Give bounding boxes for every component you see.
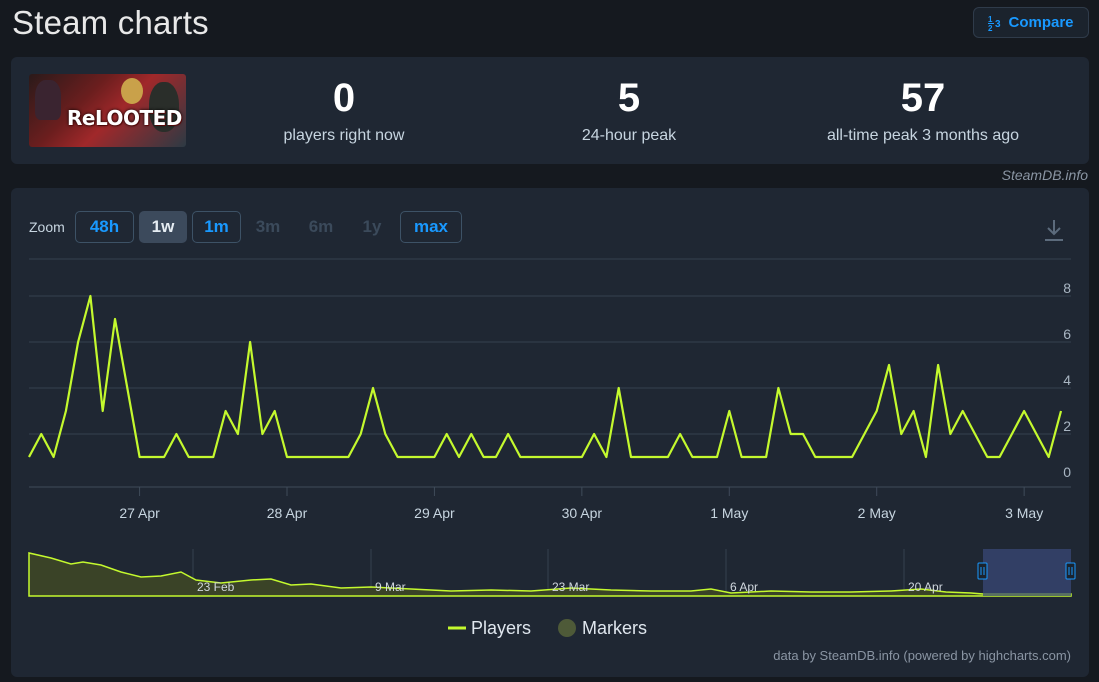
stat-value: 57 <box>900 76 946 120</box>
stat-label: players right now <box>283 127 405 144</box>
stat-label: all-time peak 3 months ago <box>826 127 1020 144</box>
x-tick-label: 29 Apr <box>414 505 455 521</box>
legend-item-markers[interactable]: Markers <box>558 618 647 638</box>
y-tick-label: 0 <box>1063 464 1071 480</box>
navigator-handle-left[interactable] <box>977 562 988 580</box>
zoom-3m-button: 3m <box>255 217 281 236</box>
zoom-label: Zoom <box>29 219 65 235</box>
steamdb-credit[interactable]: SteamDB.info <box>1001 167 1088 183</box>
zoom-max-button[interactable]: max <box>400 211 462 243</box>
navigator-selection[interactable] <box>983 549 1071 596</box>
legend-markers-label: Markers <box>582 618 647 638</box>
stat-current-players: 0 players right now <box>234 75 454 145</box>
x-tick-label: 3 May <box>1005 505 1043 521</box>
zoom-1y-button: 1y <box>362 217 382 236</box>
svg-text:2: 2 <box>988 24 993 31</box>
y-tick-label: 4 <box>1063 372 1071 388</box>
stat-24h-peak: 5 24-hour peak <box>519 75 739 145</box>
download-icon[interactable] <box>1042 217 1066 245</box>
legend-item-players[interactable]: Players <box>448 618 531 638</box>
zoom-48h-button[interactable]: 48h <box>75 211 134 243</box>
legend: Players Markers <box>448 618 647 638</box>
game-thumbnail[interactable]: ReLOOTED <box>29 74 186 147</box>
x-tick-label: 30 Apr <box>562 505 603 521</box>
stat-label: 24-hour peak <box>581 127 677 144</box>
compare-label: Compare <box>1008 14 1074 31</box>
stat-value: 0 <box>332 76 356 120</box>
navigator-label: 9 Mar <box>375 580 406 594</box>
zoom-1w-button[interactable]: 1w <box>139 211 187 243</box>
legend-players-label: Players <box>471 618 531 638</box>
navigator-area <box>28 552 1072 597</box>
compare-icon: 1 2 3 <box>988 15 1002 31</box>
svg-text:1: 1 <box>988 15 993 24</box>
svg-text:3: 3 <box>995 19 1001 30</box>
navigator[interactable]: 23 Feb 9 Mar 23 Mar 6 Apr 20 Apr <box>28 549 1076 597</box>
chart-card: Zoom 48h 1w 1m 3m 6m 1y max 0 2 4 6 8 27 Apr… <box>11 188 1089 677</box>
y-tick-label: 8 <box>1063 280 1071 296</box>
game-logo: ReLOOTED <box>67 106 182 130</box>
navigator-label: 6 Apr <box>730 580 758 594</box>
players-series-line[interactable] <box>28 294 1063 459</box>
stat-all-time-peak: 57 all-time peak 3 months ago <box>793 75 1053 145</box>
stat-value: 5 <box>617 76 641 120</box>
chart-credit[interactable]: data by SteamDB.info (powered by highcha… <box>773 648 1071 663</box>
markers-legend-icon <box>558 619 576 637</box>
zoom-6m-button: 6m <box>308 217 334 236</box>
compare-button[interactable]: 1 2 3 Compare <box>973 7 1089 38</box>
y-tick-label: 2 <box>1063 418 1071 434</box>
players-chart[interactable]: 0 2 4 6 8 27 Apr 28 Apr 29 Apr 30 Apr 1 May 2 May… <box>11 188 1089 677</box>
navigator-handle-right[interactable] <box>1065 562 1076 580</box>
y-tick-label: 6 <box>1063 326 1071 342</box>
page-title: Steam charts <box>12 4 209 41</box>
zoom-1m-button[interactable]: 1m <box>192 211 241 243</box>
stats-card: ReLOOTED 0 players right now 5 24-hour p… <box>11 57 1089 164</box>
navigator-label: 23 Feb <box>197 580 235 594</box>
navigator-label: 20 Apr <box>908 580 943 594</box>
x-tick-label: 1 May <box>710 505 748 521</box>
x-tick-label: 2 May <box>858 505 896 521</box>
x-tick-label: 28 Apr <box>267 505 308 521</box>
navigator-label: 23 Mar <box>552 580 589 594</box>
x-tick-label: 27 Apr <box>119 505 160 521</box>
